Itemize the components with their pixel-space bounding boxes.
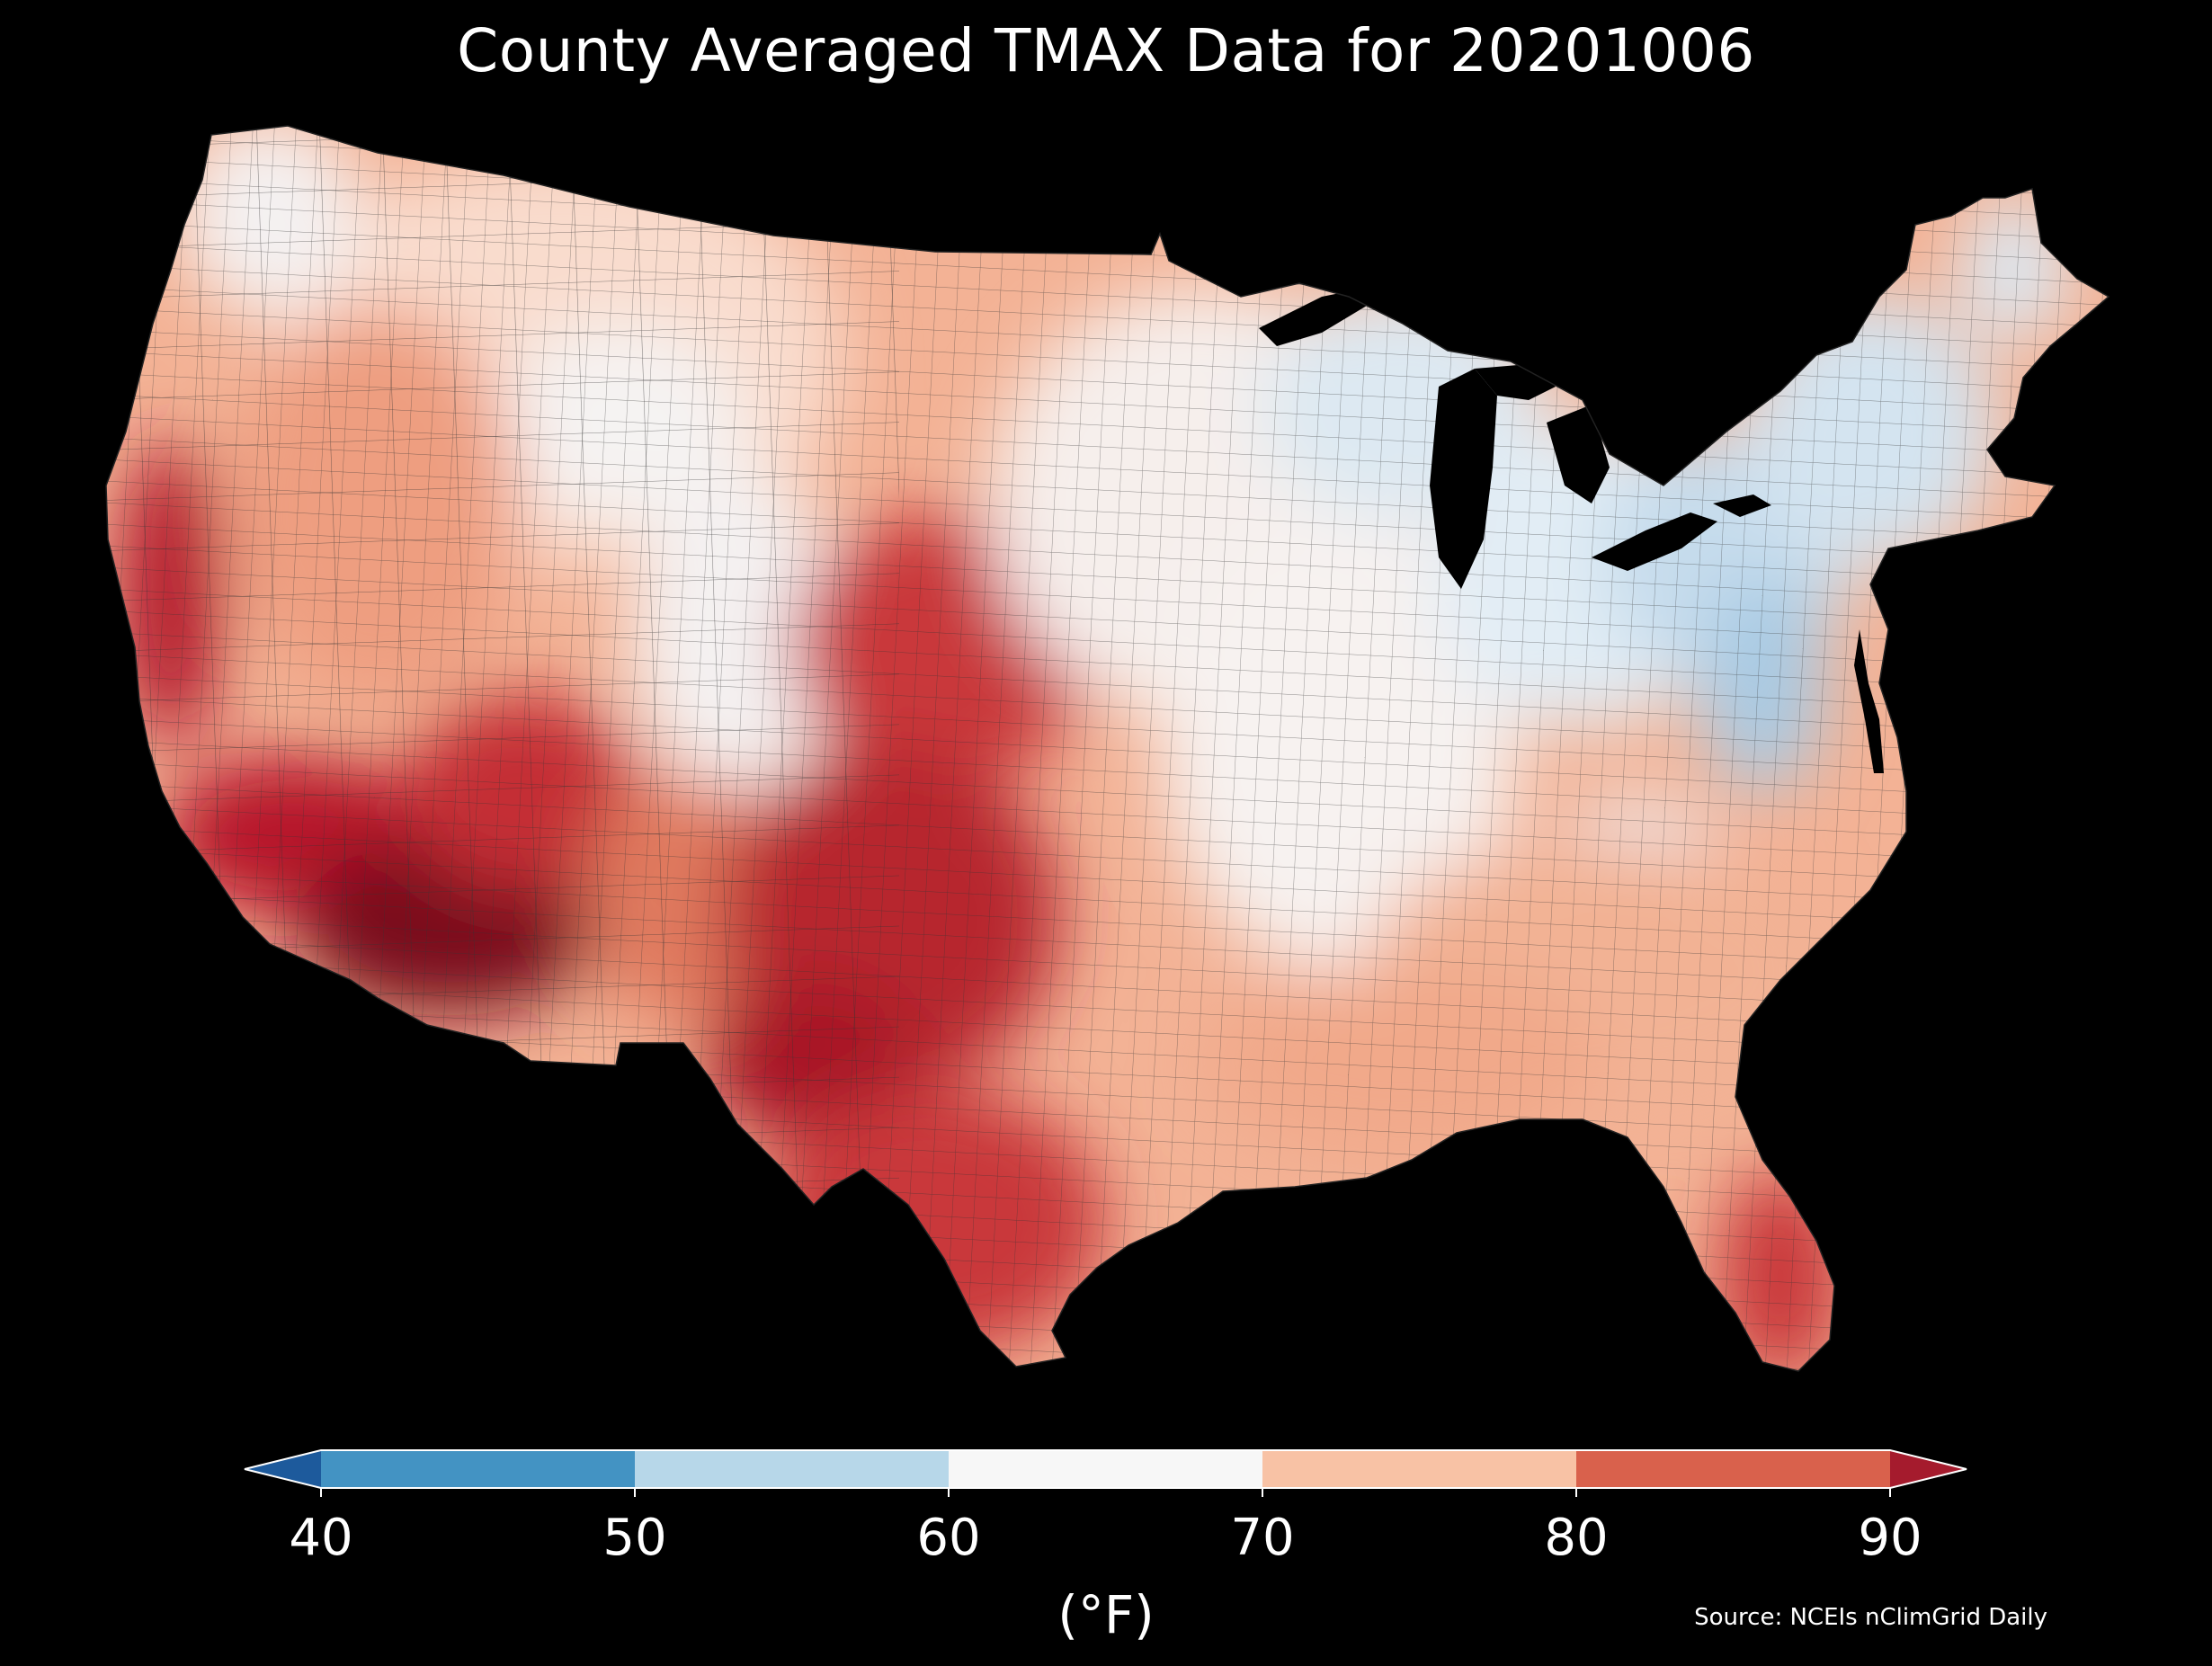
colorbar-unit-label: (°F) [1057, 1584, 1155, 1645]
colorbar-bin-80-90 [1576, 1450, 1891, 1488]
colorbar-over-arrow [1890, 1450, 1967, 1488]
colorbar-bin-50-60 [635, 1450, 950, 1488]
colorbar-tick-40: 40 [289, 1509, 353, 1567]
colorbar-bin-70-80 [1262, 1450, 1577, 1488]
colorbar-tick-70: 70 [1230, 1509, 1295, 1567]
colorbar-bin-60-70 [949, 1450, 1263, 1488]
colorbar-tick-90: 90 [1858, 1509, 1922, 1567]
colorbar-tick-50: 50 [602, 1509, 667, 1567]
great-lakes [1259, 286, 1771, 589]
source-note: Source: NCEIs nClimGrid Daily [1694, 1604, 2047, 1631]
colorbar-tick-60: 60 [916, 1509, 981, 1567]
colorbar-tick-80: 80 [1544, 1509, 1609, 1567]
us-outline [105, 125, 2110, 1372]
map-title: County Averaged TMAX Data for 20201006 [457, 16, 1755, 85]
colorbar-under-arrow [245, 1450, 321, 1488]
chesapeake-bay [1854, 629, 1884, 773]
colorbar-bin-40-50 [321, 1450, 636, 1488]
